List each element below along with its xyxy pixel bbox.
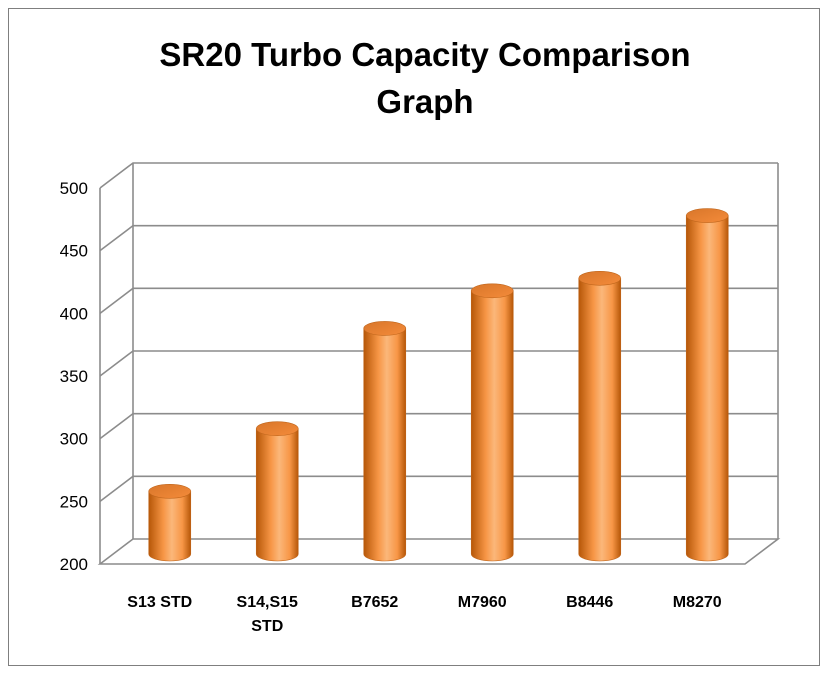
x-category-label: M7960 [458, 594, 507, 611]
x-axis-labels: S13 STD S14,S15 STD B7652 M7960 B8446 M8270 [127, 594, 722, 635]
chart-frame [8, 8, 820, 666]
y-tick-label: 200 [60, 555, 88, 574]
x-category-label: S13 STD [127, 594, 192, 611]
bar-body [363, 328, 407, 562]
x-category-label: B8446 [566, 594, 613, 611]
x-category-label: B7652 [351, 594, 398, 611]
y-tick-label: 450 [60, 242, 88, 261]
bar [255, 421, 299, 562]
gridline [97, 538, 781, 565]
bar-body [578, 277, 622, 562]
bar-top [578, 270, 622, 286]
x-category-label: M8270 [673, 594, 722, 611]
bar-body [470, 290, 514, 562]
y-tick-label: 250 [60, 492, 88, 511]
bar-top [363, 321, 407, 336]
bar-body [255, 428, 299, 562]
bar-top [470, 283, 514, 299]
gridline [99, 224, 778, 252]
chart-title-line-2: Graph [376, 83, 473, 120]
gridlines [97, 162, 781, 565]
y-tick-label: 300 [60, 430, 88, 449]
x-category-label: STD [251, 618, 283, 635]
bar [578, 270, 622, 562]
gridline [99, 475, 778, 502]
bar [363, 321, 407, 562]
bar-top [148, 484, 192, 499]
bar [148, 484, 192, 562]
gridline [99, 412, 778, 440]
x-category-label: S14,S15 [237, 594, 298, 611]
y-tick-label: 350 [60, 367, 88, 386]
bar [685, 208, 729, 562]
bar [470, 283, 514, 562]
bar-body [148, 491, 192, 562]
y-axis-ticks: 200 250 300 350 400 450 500 [60, 179, 88, 574]
gridline [99, 350, 778, 377]
gridline [99, 287, 778, 314]
bar-top [255, 421, 299, 436]
bar-body [685, 215, 729, 562]
bar-top [685, 208, 729, 223]
gridline [99, 162, 778, 189]
y-tick-label: 400 [60, 304, 88, 323]
chart-title-line-1: SR20 Turbo Capacity Comparison [159, 36, 690, 73]
y-tick-label: 500 [60, 179, 88, 198]
bars [148, 208, 729, 562]
